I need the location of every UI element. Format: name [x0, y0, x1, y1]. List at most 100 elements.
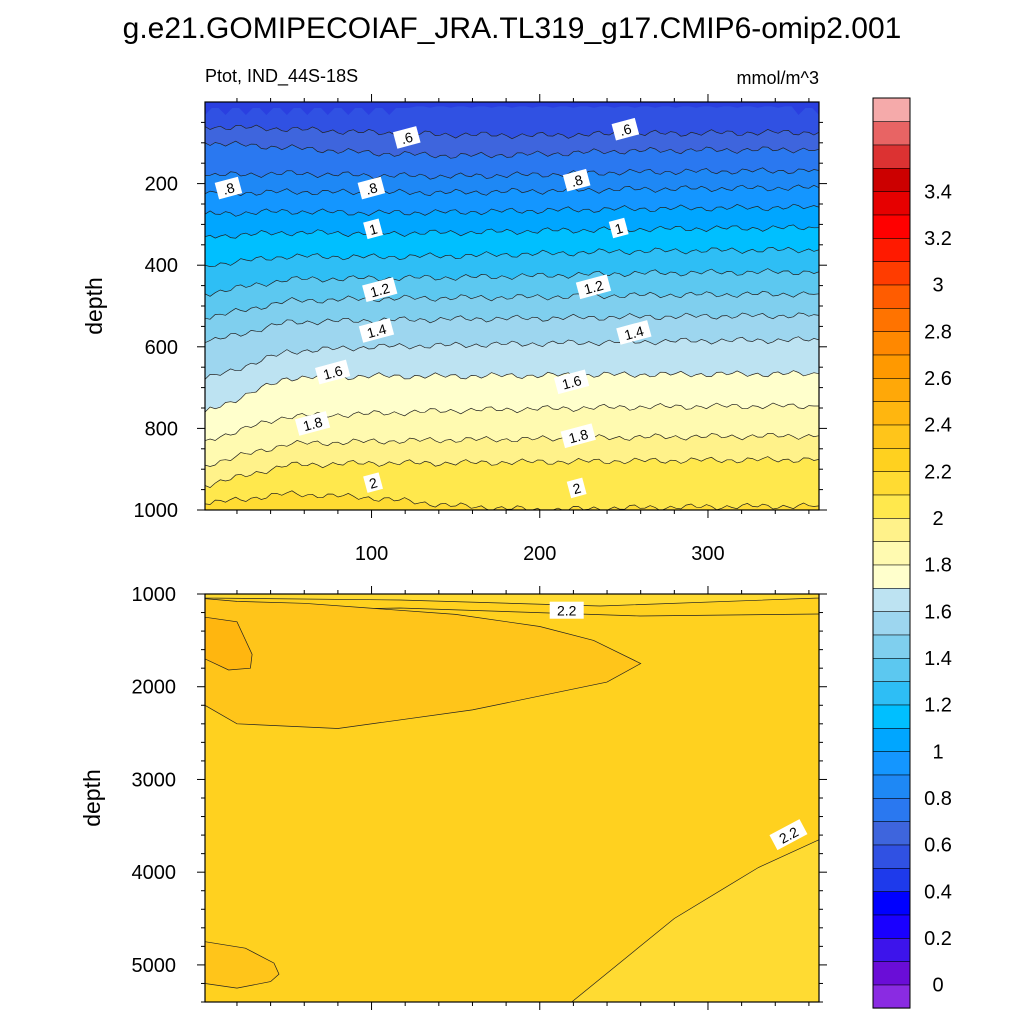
colorbar-tick-label: 2.2 — [924, 461, 952, 483]
upper-left-label: Ptot, IND_44S-18S — [205, 66, 358, 87]
colorbar-swatch — [872, 704, 911, 729]
colorbar-swatch — [872, 121, 911, 146]
upper-units-label: mmol/m^3 — [737, 68, 819, 88]
lower-contour-region — [205, 941, 280, 989]
svg-text:.8: .8 — [364, 179, 380, 198]
colorbar-swatch — [872, 424, 911, 449]
svg-text:2.2: 2.2 — [557, 603, 577, 619]
svg-text:1.4: 1.4 — [365, 321, 388, 342]
colorbar: 0 0.2 0.4 0.6 0.8 1 1.2 1.4 1.6 1.8 2 2.2 2.4 2.6 2.8 3… — [872, 97, 952, 1009]
svg-text:2: 2 — [367, 474, 379, 492]
lower-y-tick-label: 1000 — [132, 584, 177, 606]
upper-x-tick-label: 300 — [691, 543, 724, 565]
colorbar-tick-label: 3.4 — [924, 181, 952, 203]
svg-text:1.2: 1.2 — [368, 280, 391, 301]
colorbar-tick-label: 1.4 — [924, 648, 952, 670]
upper-contour-line — [205, 312, 819, 344]
upper-contour-line — [205, 246, 819, 267]
colorbar-tick-label: 1.2 — [924, 695, 952, 717]
upper-contour-label: .6 — [611, 117, 640, 141]
upper-contour-lines — [205, 124, 819, 510]
svg-text:1.2: 1.2 — [582, 277, 605, 298]
colorbar-swatch — [872, 541, 911, 566]
colorbar-swatch — [872, 377, 911, 402]
colorbar-tick-label: 0.4 — [924, 881, 952, 903]
colorbar-swatch — [872, 727, 911, 752]
colorbar-swatch — [872, 774, 911, 799]
upper-contour-label: .6 — [392, 126, 421, 149]
colorbar-tick-label: 1.6 — [924, 601, 952, 623]
colorbar-swatch — [872, 751, 911, 776]
upper-contour-line — [205, 140, 819, 159]
colorbar-swatch — [872, 401, 911, 426]
upper-contour-label: 1 — [608, 217, 629, 239]
upper-contour-label: .8 — [357, 176, 386, 200]
svg-text:1.6: 1.6 — [321, 362, 344, 383]
svg-text:1: 1 — [367, 221, 379, 239]
upper-y-tick-label: 1000 — [134, 500, 179, 522]
colorbar-tick-label: 3.2 — [924, 228, 952, 250]
upper-contour-label: .8 — [562, 168, 591, 192]
colorbar-swatch — [872, 517, 911, 542]
upper-contour-line — [205, 167, 819, 180]
upper-contour-label: 2 — [363, 472, 383, 493]
upper-contour-line — [205, 290, 819, 320]
upper-contour-line — [205, 224, 819, 239]
svg-text:1.8: 1.8 — [567, 426, 590, 447]
colorbar-tick-label: 0.2 — [924, 928, 952, 950]
colorbar-swatch — [872, 797, 911, 822]
colorbar-swatch — [872, 191, 911, 216]
lower-contour-labels: 2.22.2 — [549, 601, 808, 851]
lower-panel: 2.22.2 1000 2000 3000 4000 5000 depth — [79, 584, 827, 1010]
svg-text:1.8: 1.8 — [301, 414, 324, 435]
upper-contour-line — [205, 432, 819, 467]
upper-y-tick-label: 400 — [145, 255, 178, 277]
upper-contour-line — [205, 124, 819, 140]
lower-contour-region — [205, 598, 642, 729]
colorbar-swatch — [872, 867, 911, 892]
upper-y-tick-label: 600 — [145, 337, 178, 359]
colorbar-tick-label: 2 — [932, 508, 943, 530]
lower-top-band — [205, 594, 819, 607]
colorbar-swatch — [872, 681, 911, 706]
colorbar-swatch — [872, 821, 911, 846]
upper-contour-line — [205, 268, 819, 297]
upper-contour-label: 1.4 — [616, 320, 652, 345]
colorbar-swatch — [872, 97, 911, 122]
lower-axes: 1000 2000 3000 4000 5000 — [132, 584, 827, 1010]
colorbar-swatch — [872, 984, 911, 1009]
upper-contour-label: 1.8 — [560, 423, 596, 449]
colorbar-swatch — [872, 564, 911, 589]
svg-text:2: 2 — [571, 480, 583, 498]
colorbar-tick-label: 0.6 — [924, 835, 952, 857]
upper-contour-fill — [205, 102, 819, 510]
colorbar-swatch — [872, 587, 911, 612]
colorbar-tick-label: 2.6 — [924, 368, 952, 390]
upper-contour-label: 1.4 — [358, 318, 395, 343]
colorbar-swatch — [872, 611, 911, 636]
upper-contour-label: 1.2 — [575, 274, 612, 300]
upper-contour-label: .8 — [214, 176, 243, 200]
colorbar-tick-label: 2.4 — [924, 415, 952, 437]
upper-contour-line — [205, 184, 819, 196]
svg-text:1: 1 — [613, 220, 625, 238]
colorbar-swatch — [872, 144, 911, 169]
upper-contour-label: 1.2 — [362, 277, 398, 302]
svg-text:1.4: 1.4 — [623, 323, 646, 344]
colorbar-swatch — [872, 261, 911, 286]
upper-contour-label: 1 — [363, 218, 383, 240]
upper-panel: .6 .6 .8 .8 .8 1 1 1.2 1.2 1.4 1.4 1.6 1.6 1.8 1.8 2 2 2… — [81, 66, 827, 565]
upper-contour-labels: .6 .6 .8 .8 .8 1 1 1.2 1.2 1.4 1.4 1.6 1.6 1.8 1.8 2 2 — [214, 117, 652, 499]
colorbar-swatch — [872, 331, 911, 356]
upper-contour-line — [205, 370, 819, 413]
lower-y-tick-label: 3000 — [132, 769, 177, 791]
figure-title: g.e21.GOMIPECOIAF_JRA.TL319_g17.CMIP6-om… — [123, 12, 902, 45]
svg-text:.6: .6 — [399, 129, 415, 148]
colorbar-tick-label: 1 — [932, 741, 943, 763]
upper-y-axis-label: depth — [81, 277, 107, 335]
upper-contour-label: 2 — [566, 477, 587, 499]
lower-y-axis-label: depth — [79, 769, 105, 827]
upper-x-tick-label: 200 — [523, 543, 556, 565]
upper-contour-line — [205, 456, 819, 489]
